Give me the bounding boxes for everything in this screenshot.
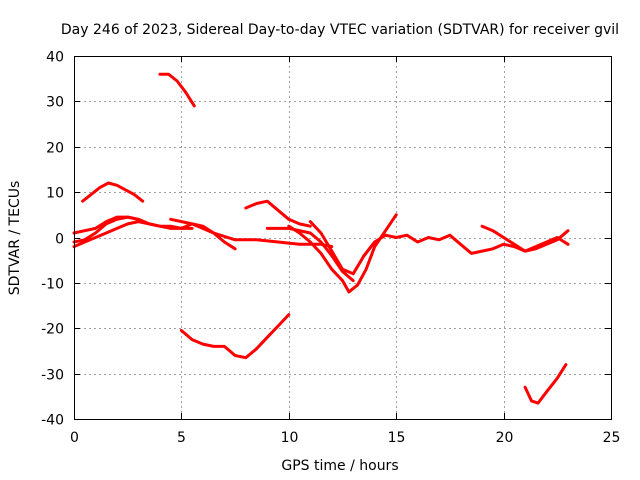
x-tick-label: 10 xyxy=(281,430,299,446)
series-arc-8 xyxy=(244,199,312,228)
x-tick-label: 25 xyxy=(603,430,621,446)
y-tick-label: 10 xyxy=(46,186,64,202)
y-tick-label: 40 xyxy=(46,50,64,66)
series-arc-7 xyxy=(179,313,291,360)
y-tick-label: 30 xyxy=(46,95,64,111)
grid-lines xyxy=(74,56,611,419)
x-tick-label: 20 xyxy=(496,430,514,446)
y-tick-label: 20 xyxy=(46,141,64,157)
series-arc-2 xyxy=(72,220,194,249)
series-arc-12 xyxy=(362,233,570,258)
x-axis-label: GPS time / hours xyxy=(281,458,398,474)
series-arc-14 xyxy=(523,363,568,405)
series-arc-3 xyxy=(72,215,140,244)
y-tick-label: -40 xyxy=(41,413,64,429)
y-tick-label: -30 xyxy=(41,368,64,384)
series-arc-11 xyxy=(308,220,377,276)
series-arc-13 xyxy=(480,224,570,253)
y-axis: -40 -30 -20 -10 0 10 20 30 40 xyxy=(41,50,611,429)
y-tick-label: 0 xyxy=(55,232,64,248)
chart-title: Day 246 of 2023, Sidereal Day-to-day VTE… xyxy=(61,22,619,38)
x-axis: 0 5 10 15 20 25 xyxy=(70,56,620,446)
y-tick-label: -20 xyxy=(41,322,64,338)
series-arc-9 xyxy=(265,226,355,283)
series-arc-5 xyxy=(158,72,196,108)
series-arc-10 xyxy=(287,213,398,294)
series-arc-4 xyxy=(81,181,145,203)
x-tick-label: 15 xyxy=(388,430,406,446)
x-tick-label: 0 xyxy=(70,430,79,446)
data-series xyxy=(72,72,570,405)
x-tick-label: 5 xyxy=(177,430,186,446)
y-axis-label: SDTVAR / TECUs xyxy=(7,181,23,296)
y-tick-label: -10 xyxy=(41,277,64,293)
